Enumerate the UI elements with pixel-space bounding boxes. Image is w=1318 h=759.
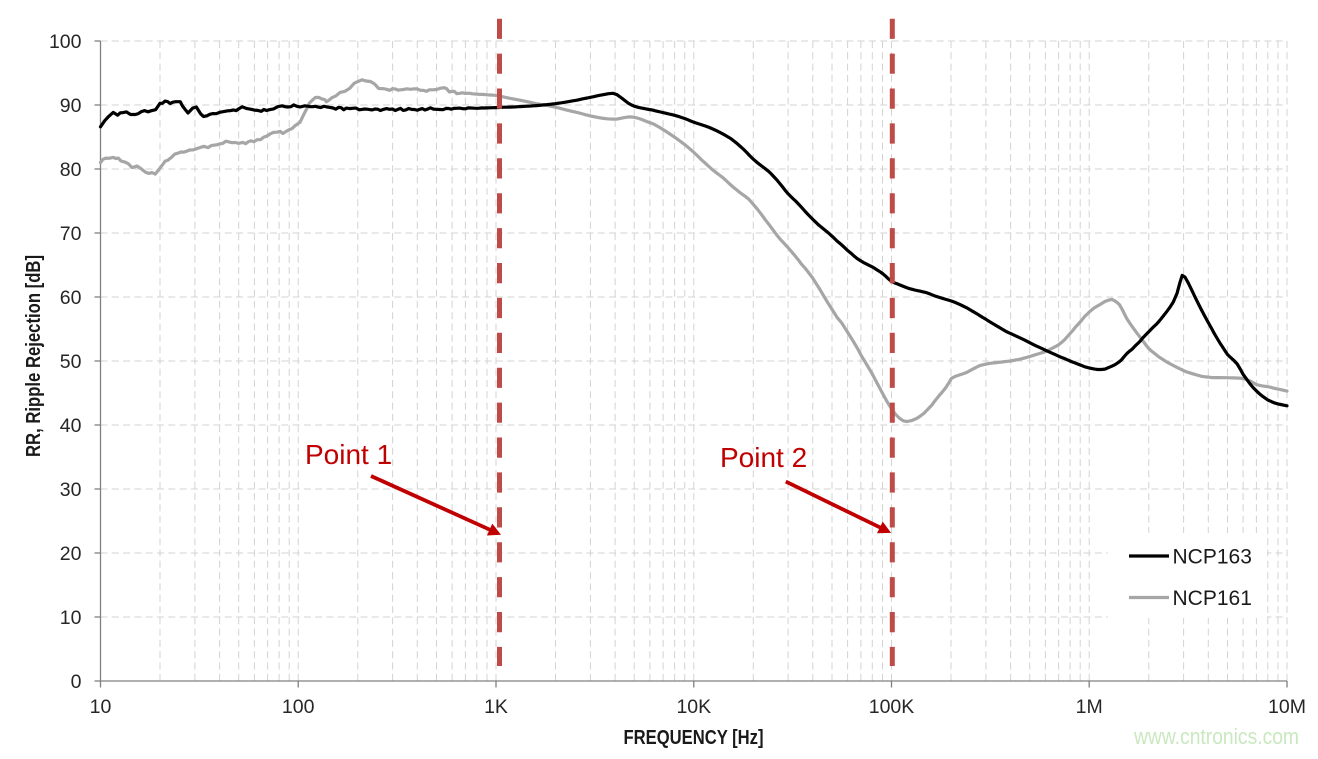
svg-text:70: 70 bbox=[60, 223, 82, 245]
svg-text:90: 90 bbox=[60, 95, 82, 117]
svg-text:Point 1: Point 1 bbox=[305, 439, 392, 470]
svg-text:Point 2: Point 2 bbox=[720, 442, 807, 473]
svg-text:100: 100 bbox=[49, 31, 82, 53]
svg-text:80: 80 bbox=[60, 159, 82, 181]
svg-text:10: 10 bbox=[60, 607, 82, 629]
svg-text:10M: 10M bbox=[1268, 696, 1306, 718]
svg-text:60: 60 bbox=[60, 287, 82, 309]
svg-text:30: 30 bbox=[60, 479, 82, 501]
svg-text:10K: 10K bbox=[676, 696, 711, 718]
svg-text:40: 40 bbox=[60, 415, 82, 437]
svg-text:RR, Ripple Rejection [dB]: RR, Ripple Rejection [dB] bbox=[23, 255, 45, 457]
svg-text:www.cntronics.com: www.cntronics.com bbox=[1133, 724, 1299, 749]
svg-text:10: 10 bbox=[90, 696, 112, 718]
svg-text:1M: 1M bbox=[1076, 696, 1103, 718]
svg-text:1K: 1K bbox=[484, 696, 508, 718]
svg-text:100: 100 bbox=[282, 696, 315, 718]
svg-text:NCP161: NCP161 bbox=[1173, 587, 1252, 610]
svg-text:100K: 100K bbox=[869, 696, 915, 718]
svg-text:50: 50 bbox=[60, 351, 82, 373]
svg-text:NCP163: NCP163 bbox=[1173, 546, 1252, 569]
svg-text:FREQUENCY [Hz]: FREQUENCY [Hz] bbox=[624, 727, 764, 749]
svg-text:0: 0 bbox=[71, 671, 82, 693]
svg-text:20: 20 bbox=[60, 543, 82, 565]
